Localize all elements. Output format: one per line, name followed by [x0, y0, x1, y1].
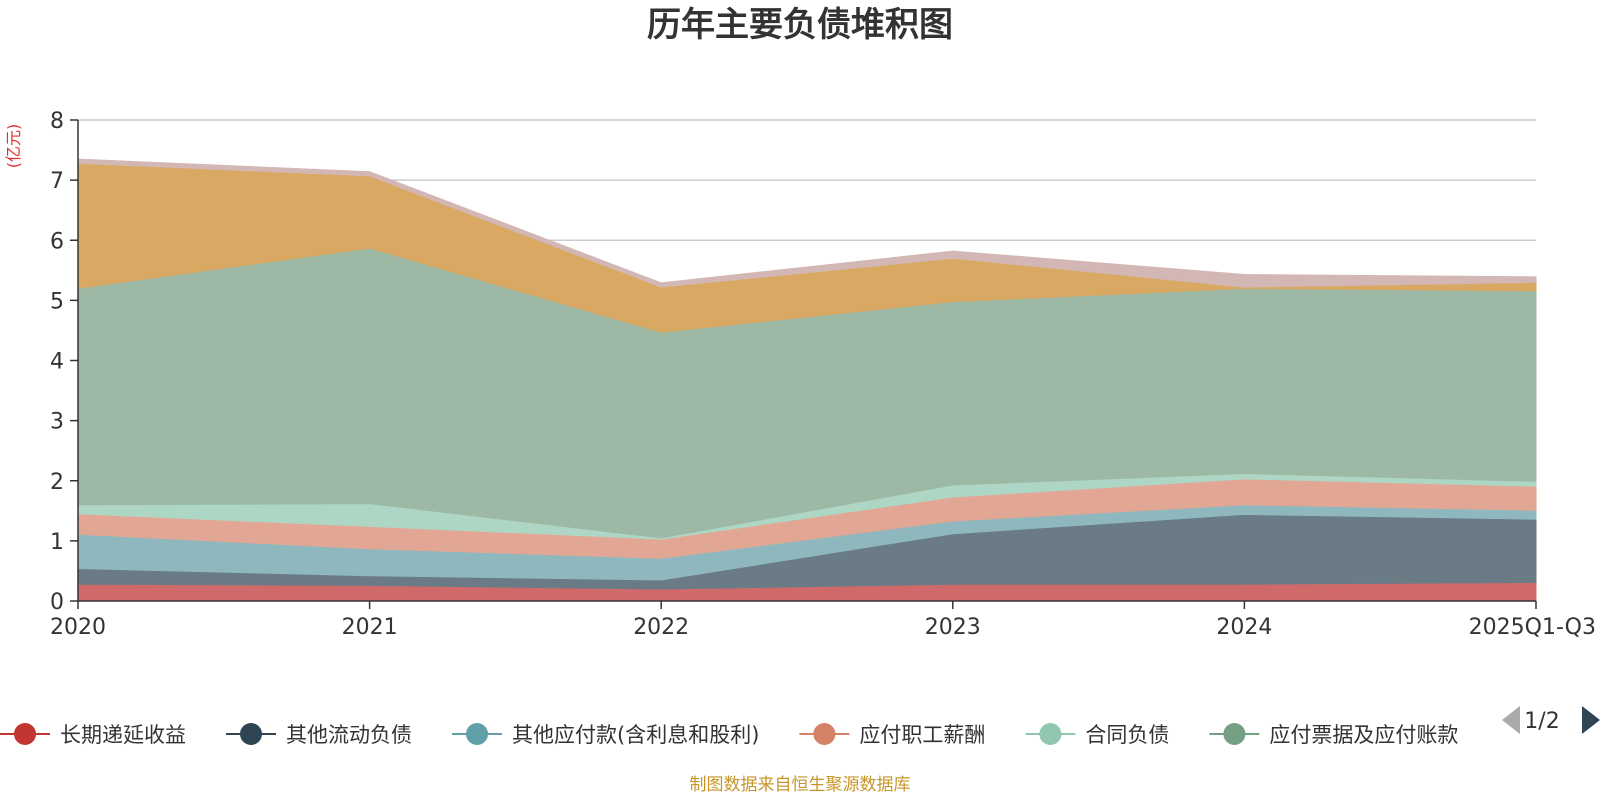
area-series-layer: [77, 158, 1537, 602]
legend-label: 合同负债: [1085, 723, 1169, 747]
legend-marker: [240, 723, 262, 745]
legend-label: 应付票据及应付账款: [1269, 723, 1458, 747]
legend-marker: [14, 723, 36, 745]
x-tick-label: 2022: [633, 615, 689, 640]
y-axis-unit: (亿元): [4, 124, 23, 169]
y-tick-label: 7: [50, 169, 64, 194]
y-tick-label: 1: [50, 530, 64, 555]
y-tick-label: 8: [50, 109, 64, 134]
y-tick-label: 0: [50, 590, 64, 615]
legend-item[interactable]: 应付票据及应付账款: [1209, 723, 1458, 747]
y-tick-label: 6: [50, 229, 64, 254]
x-tick-label: 2020: [50, 615, 106, 640]
legend-next-page-button[interactable]: [1582, 706, 1600, 734]
x-tick-label: 2023: [925, 615, 981, 640]
chart-title: 历年主要负债堆积图: [647, 5, 953, 45]
legend-item[interactable]: 其他应付款(含利息和股利): [452, 723, 759, 747]
legend-pager: 1/2: [1502, 706, 1600, 734]
area-series: [77, 158, 1537, 288]
legend-label: 其他应付款(含利息和股利): [512, 723, 759, 747]
x-tick-label: 2025Q1-Q3: [1469, 615, 1596, 640]
y-tick-label: 5: [50, 289, 64, 314]
y-tick-label: 3: [50, 410, 64, 435]
axes: 0 1 2 3 4 5 6 7 8 2020 2021 2022 2023 2024 2025Q1-Q3: [50, 109, 1596, 640]
legend-label: 应付职工薪酬: [859, 723, 985, 747]
x-tick-label: 2024: [1216, 615, 1272, 640]
legend-label: 其他流动负债: [286, 723, 412, 747]
x-tick-label: 2021: [342, 615, 398, 640]
legend-item[interactable]: 其他流动负债: [226, 723, 412, 747]
y-tick-label: 2: [50, 470, 64, 495]
legend-item[interactable]: 应付职工薪酬: [799, 723, 985, 747]
legend-prev-page-button[interactable]: [1502, 706, 1520, 734]
legend-marker: [1039, 723, 1062, 745]
source-note: 制图数据来自恒生聚源数据库: [690, 775, 911, 795]
legend-label: 长期递延收益: [60, 723, 186, 747]
y-tick-label: 4: [50, 350, 64, 375]
legend: 长期递延收益 其他流动负债 其他应付款(含利息和股利) 应付职工薪酬 合同负债 应付票据及…: [0, 723, 1458, 747]
legend-page-indicator: 1/2: [1524, 709, 1559, 734]
legend-marker: [466, 723, 488, 745]
legend-marker: [1223, 723, 1246, 745]
legend-item[interactable]: 合同负债: [1025, 723, 1169, 747]
legend-marker: [813, 723, 836, 745]
legend-item[interactable]: 长期递延收益: [0, 723, 186, 747]
